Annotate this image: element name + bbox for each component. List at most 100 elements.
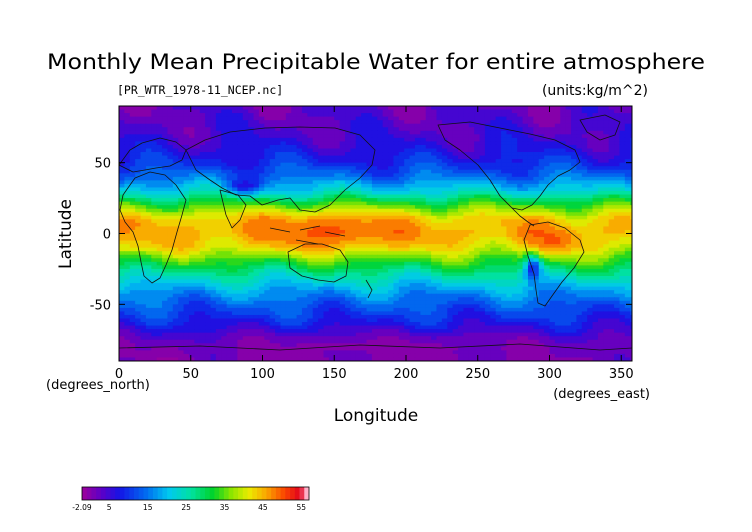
heatmap-cell xyxy=(522,212,529,217)
heatmap-cell xyxy=(404,201,411,206)
heatmap-cell xyxy=(452,106,459,111)
heatmap-cell xyxy=(636,152,642,156)
heatmap-cell xyxy=(404,251,411,256)
heatmap-cell xyxy=(538,134,545,139)
heatmap-cell xyxy=(592,268,599,274)
heatmap-cell xyxy=(296,159,303,164)
heatmap-cell xyxy=(554,169,561,174)
heatmap-cell xyxy=(581,183,588,189)
heatmap-cell xyxy=(205,276,212,281)
heatmap-cell xyxy=(253,116,260,121)
heatmap-cell xyxy=(425,109,432,114)
heatmap-cell xyxy=(183,152,190,157)
heatmap-cell xyxy=(447,123,454,128)
heatmap-cell xyxy=(119,187,125,192)
heatmap-cell xyxy=(318,283,325,288)
heatmap-cell xyxy=(264,141,271,146)
heatmap-cell xyxy=(576,265,583,270)
heatmap-cell xyxy=(119,265,125,270)
heatmap-cell xyxy=(554,113,561,118)
heatmap-cell xyxy=(527,162,534,167)
heatmap-cell xyxy=(151,233,158,238)
heatmap-cell xyxy=(232,286,238,291)
heatmap-cell xyxy=(301,247,308,252)
heatmap-cell xyxy=(339,198,346,203)
heatmap-cell xyxy=(560,201,567,206)
heatmap-cell xyxy=(425,276,432,281)
heatmap-cell xyxy=(334,251,341,256)
heatmap-cell xyxy=(511,116,518,121)
heatmap-cell xyxy=(431,226,438,231)
heatmap-cell xyxy=(398,141,405,146)
heatmap-cell xyxy=(226,268,233,274)
heatmap-cell xyxy=(129,123,136,128)
heatmap-cell xyxy=(156,148,163,153)
heatmap-cell xyxy=(183,272,190,277)
heatmap-cell xyxy=(242,233,249,238)
heatmap-cell xyxy=(194,116,201,121)
heatmap-cell xyxy=(382,187,389,192)
heatmap-cell xyxy=(253,123,260,128)
heatmap-cell xyxy=(194,106,201,111)
heatmap-cell xyxy=(307,233,314,238)
heatmap-cell xyxy=(484,258,491,263)
heatmap-cell xyxy=(129,219,136,224)
heatmap-cell xyxy=(145,187,152,192)
heatmap-cell xyxy=(560,279,567,284)
heatmap-cell xyxy=(183,286,190,291)
heatmap-cell xyxy=(345,116,351,121)
heatmap-cell xyxy=(205,137,212,143)
heatmap-cell xyxy=(162,261,169,266)
heatmap-cell xyxy=(624,272,631,277)
heatmap-cell xyxy=(232,187,238,192)
heatmap-cell xyxy=(506,276,513,281)
heatmap-cell xyxy=(275,265,282,270)
heatmap-cell xyxy=(409,268,416,274)
heatmap-cell xyxy=(253,152,260,157)
heatmap-cell xyxy=(506,155,513,160)
heatmap-cell xyxy=(608,265,615,270)
heatmap-cell xyxy=(619,212,626,217)
heatmap-cell xyxy=(624,219,631,224)
heatmap-cell xyxy=(377,159,384,164)
heatmap-cell xyxy=(280,247,287,252)
heatmap-cell xyxy=(183,215,190,220)
heatmap-cell xyxy=(404,254,411,259)
heatmap-cell xyxy=(479,268,486,274)
heatmap-cell xyxy=(414,191,421,196)
heatmap-cell xyxy=(436,283,443,288)
heatmap-cell xyxy=(140,106,147,111)
heatmap-cell xyxy=(447,283,454,288)
heatmap-cell xyxy=(409,226,416,231)
heatmap-cell xyxy=(339,120,346,125)
heatmap-cell xyxy=(468,233,475,238)
heatmap-cell xyxy=(527,191,534,196)
heatmap-cell xyxy=(624,237,631,242)
heatmap-cell xyxy=(312,240,319,245)
heatmap-cell xyxy=(409,205,416,210)
heatmap-cell xyxy=(479,120,486,125)
heatmap-cell xyxy=(490,251,497,256)
heatmap-cell xyxy=(264,265,271,270)
heatmap-cell xyxy=(194,276,201,281)
heatmap-cell xyxy=(275,130,282,135)
heatmap-cell xyxy=(210,127,217,132)
heatmap-cell xyxy=(269,120,276,125)
heatmap-cell xyxy=(565,116,572,121)
heatmap-cell xyxy=(199,183,206,189)
heatmap-cell xyxy=(285,123,292,128)
heatmap-cell xyxy=(549,233,556,238)
heatmap-cell xyxy=(630,141,632,146)
heatmap-cell xyxy=(323,261,330,266)
heatmap-cell xyxy=(474,229,481,235)
heatmap-cell xyxy=(495,272,502,277)
heatmap-cell xyxy=(145,244,152,249)
heatmap-cell xyxy=(237,272,244,277)
heatmap-cell xyxy=(237,247,244,252)
heatmap-cell xyxy=(474,109,481,114)
heatmap-cell xyxy=(355,286,362,291)
heatmap-cell xyxy=(145,162,152,167)
heatmap-cell xyxy=(592,183,599,189)
heatmap-cell xyxy=(361,127,368,132)
heatmap-cell xyxy=(205,247,212,252)
